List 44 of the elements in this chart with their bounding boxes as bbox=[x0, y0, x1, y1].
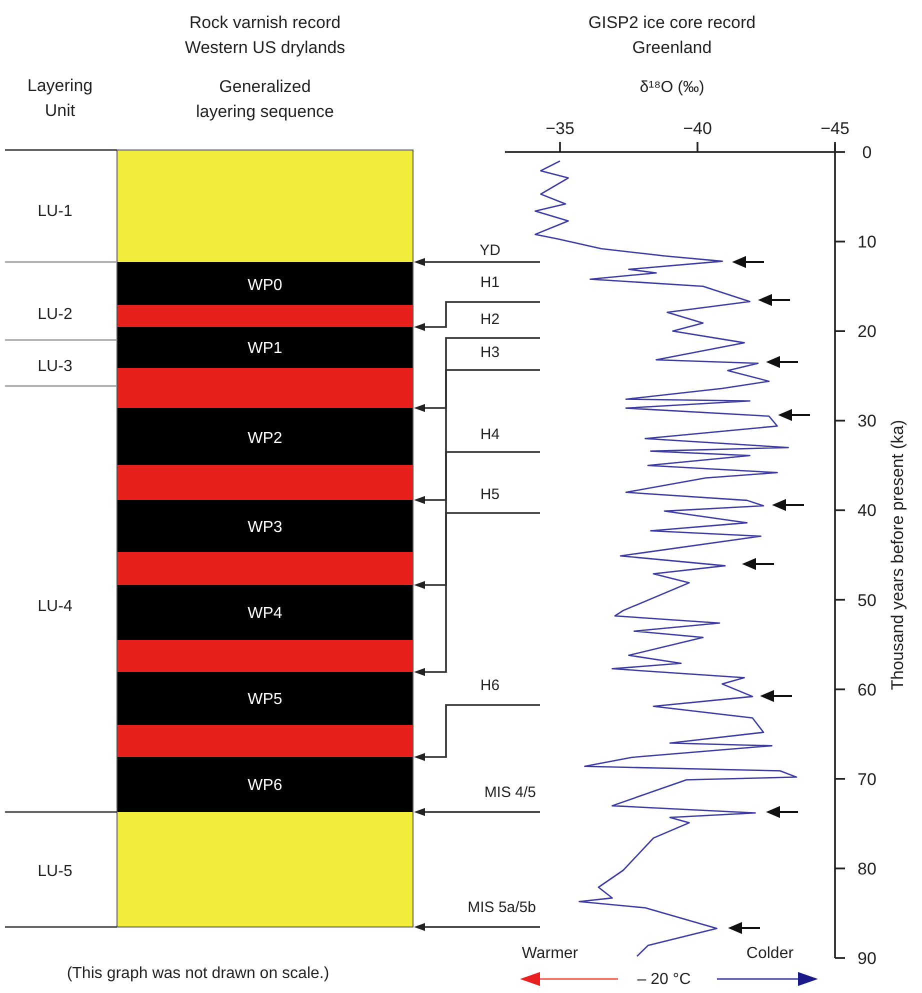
text: H3 bbox=[480, 344, 500, 361]
y-tick-label: 30 bbox=[858, 412, 876, 431]
text: LU-1 bbox=[38, 203, 72, 220]
y-tick-label: 50 bbox=[858, 590, 876, 610]
text: Generalized layering sequence bbox=[196, 77, 334, 121]
text: WP1 bbox=[248, 340, 282, 357]
text: Rock varnish record Western US drylands bbox=[184, 13, 346, 57]
y-tick-label: 90 bbox=[858, 949, 876, 968]
annotation: MIS 5a/5b bbox=[468, 899, 536, 916]
x-tick-label: −45 bbox=[820, 119, 850, 138]
text: WP2 bbox=[248, 430, 282, 447]
annotation: Colder bbox=[746, 945, 794, 962]
text: WP4 bbox=[248, 605, 282, 622]
annotation: MIS 4/5 bbox=[484, 784, 536, 801]
y-tick-label: 80 bbox=[858, 859, 876, 878]
text: H5 bbox=[480, 486, 500, 503]
y-axis-title: Thousand years before present (ka) bbox=[888, 420, 907, 690]
text: LU-2 bbox=[38, 306, 72, 323]
x-tick-label: −40 bbox=[683, 119, 712, 138]
y-tick-label: 0 bbox=[862, 143, 872, 162]
x-axis-title: δ¹⁸O (‰) bbox=[640, 79, 704, 96]
annotation: Warmer bbox=[522, 945, 579, 962]
y-tick-label: 70 bbox=[858, 770, 876, 789]
text: – 20 °C bbox=[637, 971, 691, 988]
text: (This graph was not drawn on scale.) bbox=[66, 965, 330, 982]
y-tick-label: 40 bbox=[858, 501, 876, 520]
text: WP0 bbox=[248, 277, 282, 294]
text: H2 bbox=[480, 311, 500, 328]
text: Layering Unit bbox=[27, 76, 93, 120]
y-tick-label: 60 bbox=[858, 680, 876, 700]
text: LU-5 bbox=[38, 863, 72, 880]
y-tick-label: 20 bbox=[858, 322, 876, 342]
text: H1 bbox=[480, 274, 500, 291]
text: WP6 bbox=[248, 777, 282, 794]
chart-title: GISP2 ice core record Greenland bbox=[588, 13, 756, 57]
text: H4 bbox=[480, 426, 500, 443]
text: H6 bbox=[480, 677, 500, 694]
y-tick-label: 10 bbox=[858, 232, 876, 252]
text: LU-4 bbox=[38, 598, 72, 615]
text: WP5 bbox=[248, 691, 282, 708]
text: WP3 bbox=[248, 519, 282, 536]
text: LU-3 bbox=[38, 358, 72, 375]
x-tick-label: −35 bbox=[546, 119, 574, 138]
text: YD bbox=[480, 242, 501, 259]
